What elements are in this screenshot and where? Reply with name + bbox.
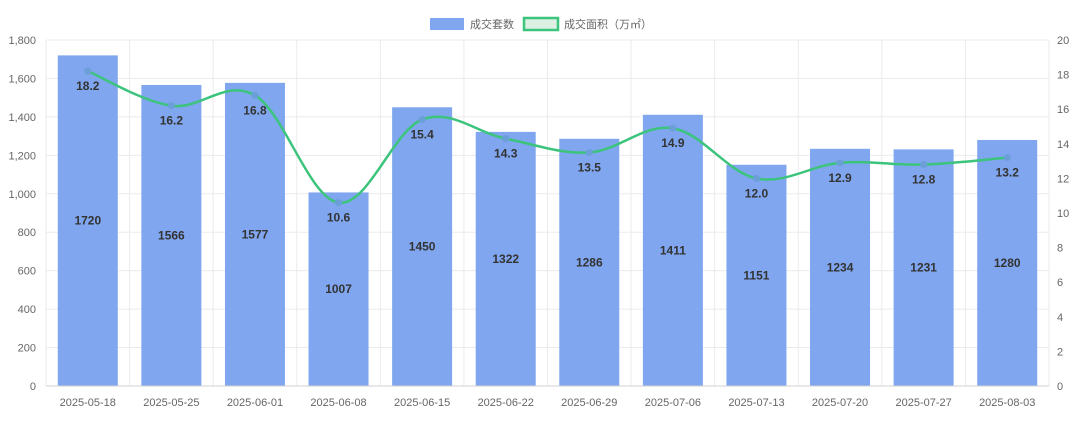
legend-label-bar[interactable]: 成交套数 (470, 17, 514, 31)
bar[interactable] (224, 82, 285, 387)
x-tick-label: 2025-07-06 (645, 397, 701, 409)
y-right-tick-label: 16 (1057, 104, 1069, 116)
y-right-tick-label: 2 (1057, 346, 1063, 358)
y-left-tick-label: 200 (18, 343, 36, 355)
y-right-tick-label: 12 (1057, 173, 1069, 185)
line-point[interactable] (335, 199, 343, 207)
line-data-label: 18.2 (76, 79, 100, 93)
x-tick-label: 2025-06-01 (227, 397, 283, 409)
line-point[interactable] (920, 161, 928, 169)
line-data-label: 16.2 (160, 114, 184, 128)
x-tick-label: 2025-08-03 (979, 397, 1035, 409)
x-tick-label: 2025-07-27 (895, 397, 951, 409)
line-point[interactable] (502, 135, 510, 143)
line-data-label: 10.6 (327, 211, 351, 225)
line-data-label: 12.9 (828, 171, 852, 185)
line-point[interactable] (669, 124, 677, 132)
bar-data-label: 1411 (660, 243, 686, 257)
y-right-tick-label: 6 (1057, 277, 1063, 289)
bar[interactable] (642, 114, 703, 386)
bar[interactable] (57, 55, 118, 386)
y-left-tick-label: 600 (18, 266, 36, 278)
bar-data-label: 1322 (492, 252, 519, 266)
line-point[interactable] (167, 102, 175, 110)
y-left-tick-label: 1,600 (8, 73, 36, 85)
x-tick-label: 2025-06-22 (478, 397, 534, 409)
line-point[interactable] (752, 174, 760, 182)
x-tick-label: 2025-07-20 (812, 397, 868, 409)
y-left-tick-label: 1,400 (8, 112, 36, 124)
x-tick-label: 2025-06-08 (310, 397, 366, 409)
bar-data-label: 1566 (158, 228, 185, 242)
bar-data-label: 1280 (994, 256, 1021, 270)
y-right-tick-label: 20 (1057, 35, 1069, 47)
bar[interactable] (308, 192, 369, 386)
bar-data-label: 1007 (325, 282, 352, 296)
y-left-tick-label: 1,000 (8, 189, 36, 201)
y-right-tick-label: 0 (1057, 381, 1063, 393)
y-right-tick-label: 14 (1057, 139, 1069, 151)
x-tick-label: 2025-05-25 (143, 397, 199, 409)
line-series (84, 67, 1011, 207)
line-data-label: 14.3 (494, 147, 518, 161)
line-data-label: 12.0 (745, 186, 769, 200)
line-point[interactable] (84, 67, 92, 75)
line-data-label: 14.9 (661, 136, 685, 150)
line-point[interactable] (251, 91, 259, 99)
x-tick-label: 2025-05-18 (60, 397, 116, 409)
legend-label-line[interactable]: 成交面积（万㎡） (564, 17, 652, 31)
line-data-label: 13.5 (578, 160, 602, 174)
y-left-tick-label: 1,200 (8, 150, 36, 162)
y-left-tick-label: 1,800 (8, 35, 36, 47)
bar-data-label: 1151 (743, 268, 769, 282)
y-left-tick-label: 0 (30, 381, 36, 393)
bar[interactable] (893, 149, 954, 386)
y-right-tick-label: 4 (1057, 312, 1063, 324)
bar-data-label: 1577 (242, 227, 269, 241)
bar[interactable] (141, 84, 202, 386)
axes: 0 200 400 600 800 1,000 1,200 1,400 1,600 1,800 0 2… (8, 35, 1069, 409)
legend-swatch-line[interactable] (522, 16, 560, 32)
line-data-label: 12.8 (912, 173, 936, 187)
bar[interactable] (726, 164, 787, 386)
y-left-tick-label: 400 (18, 304, 36, 316)
bar-data-label: 1234 (827, 260, 854, 274)
bar[interactable] (977, 139, 1038, 386)
line-point[interactable] (585, 148, 593, 156)
x-tick-label: 2025-07-13 (728, 397, 784, 409)
line-point[interactable] (836, 159, 844, 167)
legend-swatch-bar[interactable] (430, 18, 464, 30)
bar-data-label: 1286 (576, 255, 603, 269)
y-right-tick-label: 18 (1057, 70, 1069, 82)
line-data-label: 13.2 (996, 166, 1020, 180)
bar-data-label: 1231 (910, 261, 937, 275)
bar-data-label: 1450 (409, 240, 436, 254)
x-tick-label: 2025-06-29 (561, 397, 617, 409)
line-data-label: 15.4 (410, 128, 434, 142)
bar-series (57, 55, 1038, 387)
legend[interactable]: 成交套数 成交面积（万㎡） (430, 16, 652, 32)
line-point[interactable] (1003, 154, 1011, 162)
x-tick-label: 2025-06-15 (394, 397, 450, 409)
y-left-tick-label: 800 (18, 227, 36, 239)
y-right-tick-label: 10 (1057, 208, 1069, 220)
bar[interactable] (475, 131, 536, 386)
bar[interactable] (810, 148, 871, 386)
bar-data-label: 1720 (74, 214, 101, 228)
grid (45, 39, 1050, 387)
y-right-tick-label: 8 (1057, 243, 1063, 255)
bar[interactable] (559, 138, 620, 386)
bar[interactable] (392, 107, 453, 387)
data-labels: 1720 1566 1577 1007 1450 1322 1286 1411 1151 1234… (74, 79, 1020, 296)
line-data-label: 16.8 (243, 103, 267, 117)
line-point[interactable] (418, 116, 426, 124)
